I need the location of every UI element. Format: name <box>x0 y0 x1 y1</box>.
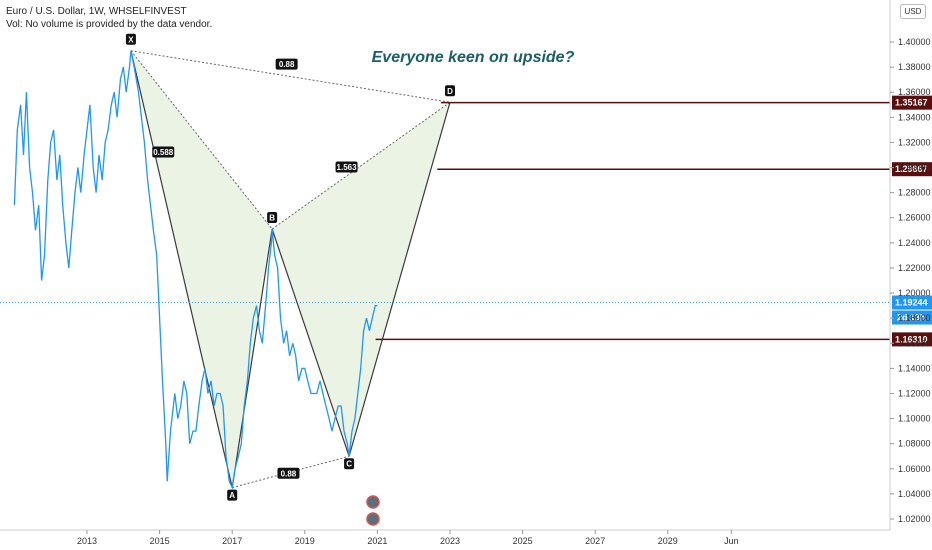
y-tick-label: 1.36000 <box>898 87 931 97</box>
level-tag-bg <box>892 332 932 347</box>
level-tag-text: 1.16310 <box>895 334 928 344</box>
current-price-text: 1.19244 <box>895 298 928 308</box>
event-marker-2[interactable] <box>366 512 380 526</box>
x-tick-label: 2029 <box>658 536 678 546</box>
leg-bc <box>271 228 350 457</box>
y-tick-label: 1.28000 <box>898 188 931 198</box>
ratio-label-bg <box>152 146 175 158</box>
point-label-d: D <box>447 87 453 96</box>
triangle-bcd <box>272 102 450 457</box>
x-tick-label: Jun <box>724 536 739 546</box>
ratio-label-bg <box>275 58 298 70</box>
y-tick-label: 1.12000 <box>898 388 931 398</box>
level-price-tag: 1.16310 <box>892 332 932 347</box>
x-tick-label: 2013 <box>77 536 97 546</box>
price-series <box>0 50 890 490</box>
x-tick-label: 2015 <box>150 536 170 546</box>
leg-ab <box>231 228 273 488</box>
y-tick-label: 1.32000 <box>898 137 931 147</box>
dotted-xb <box>130 50 273 230</box>
y-tick-label: 1.10000 <box>898 414 931 424</box>
y-tick-label: 1.06000 <box>898 464 931 474</box>
y-tick-label: 1.18000 <box>898 313 931 323</box>
current-price-tag: 1.19244 2d 13h <box>892 295 932 325</box>
y-tick-label: 1.02000 <box>898 514 931 524</box>
level-price-tag: 1.35167 <box>892 95 932 110</box>
x-tick-label: 2023 <box>440 536 460 546</box>
y-tick-label: 1.26000 <box>898 213 931 223</box>
ratio-label: 1.563 <box>337 163 358 172</box>
point-label-bg <box>267 212 278 224</box>
dotted-bd <box>271 101 451 230</box>
volume-note: Vol: No volume is provided by the data v… <box>6 19 213 30</box>
dotted-xd <box>130 50 451 103</box>
point-label-a: A <box>229 491 235 500</box>
y-tick-label: 1.30000 <box>898 163 931 173</box>
y-tick-label: 1.24000 <box>898 238 931 248</box>
point-label-b: B <box>269 214 275 223</box>
y-tick-label: 1.34000 <box>898 112 931 122</box>
level-tag-text: 1.35167 <box>895 98 928 108</box>
point-label-bg <box>125 33 136 45</box>
triangle-xab <box>130 50 273 488</box>
current-price-bg <box>892 295 932 310</box>
level-tag-text: 1.29867 <box>895 164 928 174</box>
chart-title: Everyone keen on upside? <box>372 49 575 66</box>
x-tick-label: 2021 <box>367 536 387 546</box>
point-label-bg <box>445 85 455 97</box>
y-tick-label: 1.16000 <box>898 338 931 348</box>
y-tick-label: 1.40000 <box>898 37 931 47</box>
event-marker-1[interactable] <box>366 495 380 509</box>
countdown-bg <box>892 310 932 325</box>
point-label-bg <box>227 489 238 501</box>
y-tick-label: 1.14000 <box>898 363 931 373</box>
level-lines: 1.35167 1.29867 1.16310 1.19244 2d 13h <box>375 95 932 347</box>
pattern-labels: X A B C D 0.588 0.88 1.563 0.88 <box>125 33 455 501</box>
harmonic-pattern <box>130 50 451 489</box>
price-line <box>13 50 378 490</box>
x-tick-label: 2017 <box>222 536 242 546</box>
x-tick-label: 2025 <box>513 536 533 546</box>
y-tick-label: 1.20000 <box>898 288 931 298</box>
ratio-label: 0.88 <box>281 469 297 478</box>
y-tick-label: 1.38000 <box>898 62 931 72</box>
leg-cd <box>348 102 451 457</box>
point-label-c: C <box>346 460 352 469</box>
ratio-label: 0.588 <box>153 148 174 157</box>
y-tick-label: 1.04000 <box>898 489 931 499</box>
x-tick-label: 2027 <box>585 536 605 546</box>
level-tag-bg <box>892 162 932 177</box>
ratio-label: 0.88 <box>279 60 295 69</box>
event-markers[interactable] <box>366 495 380 526</box>
currency-button[interactable]: USD <box>900 4 926 19</box>
point-label-bg <box>344 458 355 470</box>
level-tag-bg <box>892 95 932 110</box>
y-tick-label: 1.22000 <box>898 263 931 273</box>
symbol-line: Euro / U.S. Dollar, 1W, WHSELFINVEST <box>6 6 187 17</box>
leg-xa <box>130 50 233 488</box>
countdown-text: 2d 13h <box>897 313 926 323</box>
x-tick-label: 2019 <box>295 536 315 546</box>
level-price-tag: 1.29867 <box>892 162 932 177</box>
ratio-label-bg <box>335 161 358 173</box>
point-label-x: X <box>128 35 134 44</box>
y-tick-label: 1.08000 <box>898 439 931 449</box>
ratio-label-bg <box>277 467 300 479</box>
